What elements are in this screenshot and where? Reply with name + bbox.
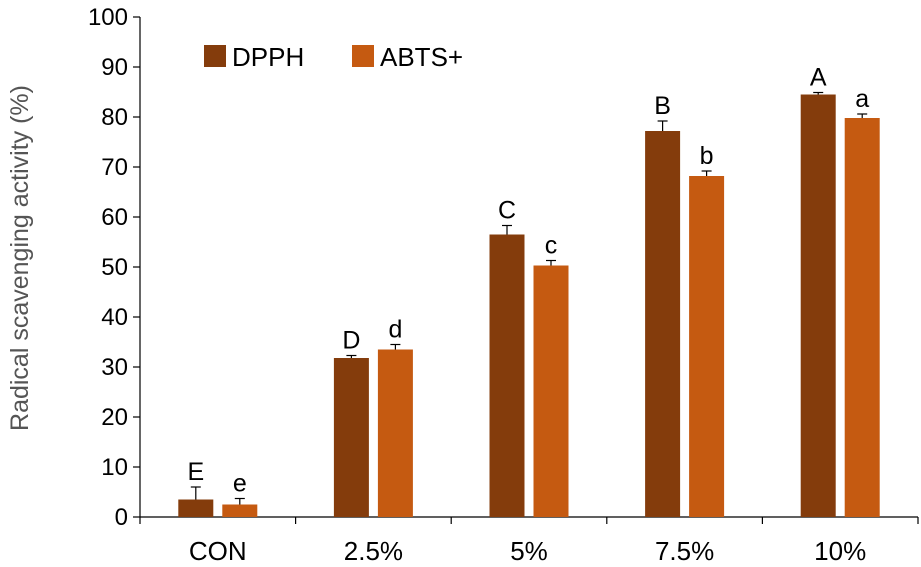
significance-label: e: [233, 470, 247, 498]
y-tick-label: 20: [101, 404, 128, 431]
bar-dpph: [800, 94, 836, 517]
y-tick-label: 60: [101, 204, 128, 231]
legend-swatch-dpph: [204, 45, 226, 67]
legend-label-abts: ABTS+: [380, 42, 463, 72]
x-tick-label: 2.5%: [344, 536, 403, 566]
bar-dpph: [645, 131, 681, 517]
y-tick-label: 40: [101, 304, 128, 331]
bar-dpph: [333, 358, 369, 517]
bar-dpph: [178, 499, 214, 517]
significance-label: c: [545, 232, 558, 260]
y-tick-label: 0: [115, 504, 128, 531]
significance-label: E: [187, 458, 204, 486]
x-axis: CON 2.5% 5% 7.5% 10%: [139, 516, 919, 566]
significance-label: D: [342, 327, 360, 355]
bar-abts: [377, 349, 413, 517]
significance-label: C: [498, 197, 516, 225]
legend-swatch-abts: [352, 45, 374, 67]
x-tick-label: 10%: [814, 536, 866, 566]
y-tick-label: 70: [101, 154, 128, 181]
bar-abts: [222, 504, 258, 517]
bar-abts: [844, 118, 880, 517]
significance-label: a: [855, 85, 869, 113]
y-tick-label: 50: [101, 254, 128, 281]
bar-dpph: [489, 234, 525, 517]
legend: DPPH ABTS+: [204, 42, 463, 72]
bar-abts: [689, 176, 725, 517]
legend-label-dpph: DPPH: [232, 42, 304, 72]
bar-abts: [533, 265, 569, 517]
x-tick-label: 7.5%: [655, 536, 714, 566]
significance-label: B: [654, 92, 671, 120]
significance-label: d: [388, 316, 402, 344]
y-tick-label: 30: [101, 354, 128, 381]
y-axis: 0 10 20 30 40 50 60 70 80 90 100: [88, 4, 141, 531]
x-tick-label: 5%: [510, 536, 548, 566]
y-tick-label: 80: [101, 104, 128, 131]
significance-label: b: [700, 142, 714, 170]
y-axis-label: Radical scavenging activity (%): [6, 85, 34, 431]
x-tick-label: CON: [189, 536, 247, 566]
y-tick-label: 10: [101, 454, 128, 481]
significance-label: A: [810, 64, 827, 92]
y-tick-label: 100: [88, 4, 128, 31]
bars-group: E D C B Ae d c b a: [178, 64, 880, 517]
y-tick-label: 90: [101, 54, 128, 81]
